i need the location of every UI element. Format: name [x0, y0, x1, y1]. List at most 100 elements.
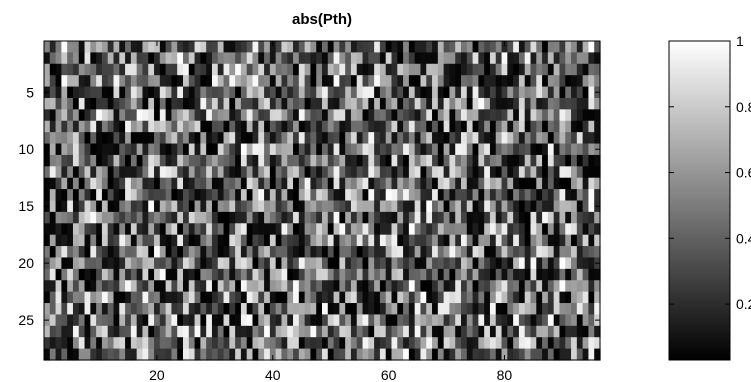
heatmap-cell [264, 223, 271, 236]
heatmap-cell [588, 257, 595, 270]
heatmap-cell [177, 348, 184, 361]
heatmap-cell [107, 268, 115, 281]
heatmap-cell [588, 177, 595, 190]
heatmap-cell [536, 200, 543, 213]
heatmap-cell [188, 120, 196, 133]
heatmap-cell [304, 211, 312, 224]
heatmap-cell [229, 257, 236, 270]
heatmap-cell [420, 143, 427, 156]
heatmap-cell [264, 337, 271, 350]
heatmap-cell [472, 86, 479, 99]
heatmap-cell [240, 120, 248, 133]
heatmap-cell [240, 268, 248, 281]
heatmap-cell [293, 154, 300, 167]
heatmap-cell [327, 291, 335, 304]
heatmap-cell [281, 325, 288, 338]
heatmap-cell [524, 132, 532, 145]
heatmap-cell [90, 109, 97, 122]
heatmap-cell [478, 234, 485, 247]
heatmap-cell [576, 41, 584, 53]
heatmap-cell [547, 109, 555, 122]
heatmap-cell [223, 86, 230, 99]
heatmap-cell [90, 337, 97, 350]
heatmap-cell [298, 154, 306, 167]
heatmap-cell [281, 75, 288, 88]
heatmap-cell [368, 314, 375, 327]
heatmap-cell [96, 154, 103, 167]
heatmap-cell [269, 63, 277, 76]
heatmap-cell [49, 211, 57, 224]
heatmap-cell [333, 166, 340, 179]
heatmap-cell [437, 166, 445, 179]
heatmap-cell [154, 97, 161, 110]
heatmap-cell [408, 97, 416, 110]
heatmap-cell [72, 86, 80, 99]
heatmap-cell [240, 75, 248, 88]
heatmap-cell [67, 291, 74, 304]
heatmap-cell [472, 177, 479, 190]
heatmap-cell [223, 177, 230, 190]
heatmap-cell [200, 234, 207, 247]
heatmap-cell [478, 200, 485, 213]
heatmap-cell [333, 109, 340, 122]
heatmap-cell [345, 189, 352, 202]
heatmap-cell [518, 211, 526, 224]
heatmap-cell [246, 291, 254, 304]
heatmap-cell [194, 246, 201, 259]
heatmap-cell [275, 291, 283, 304]
heatmap-cell [571, 41, 578, 53]
heatmap-cell [437, 337, 445, 350]
heatmap-cell [414, 132, 422, 145]
heatmap-cell [49, 143, 57, 156]
heatmap-cell [594, 189, 601, 202]
heatmap-cell [67, 268, 74, 281]
heatmap-cell [125, 189, 132, 202]
heatmap-cell [275, 132, 283, 145]
heatmap-cell [443, 246, 451, 259]
heatmap-cell [101, 154, 109, 167]
heatmap-cell [403, 154, 410, 167]
heatmap-cell [44, 189, 51, 202]
heatmap-cell [489, 314, 497, 327]
heatmap-cell [304, 109, 312, 122]
heatmap-cell [125, 86, 132, 99]
heatmap-cell [501, 86, 508, 99]
heatmap-cell [269, 177, 277, 190]
heatmap-cell [113, 348, 120, 361]
heatmap-cell [350, 348, 358, 361]
heatmap-cell [513, 246, 520, 259]
heatmap-cell [246, 120, 254, 133]
heatmap-cell [536, 348, 543, 361]
heatmap-cell [553, 177, 561, 190]
heatmap-cell [379, 246, 387, 259]
heatmap-cell [513, 189, 520, 202]
heatmap-cell [432, 280, 439, 293]
heatmap-cell [264, 177, 271, 190]
heatmap-cell [188, 280, 196, 293]
heatmap-cell [374, 86, 381, 99]
heatmap-cell [466, 268, 474, 281]
heatmap-cell [368, 97, 375, 110]
heatmap-cell [125, 268, 132, 281]
heatmap-cell [530, 257, 537, 270]
heatmap-cell [478, 166, 485, 179]
heatmap-cell [455, 337, 462, 350]
heatmap-cell [154, 154, 161, 167]
heatmap-cell [322, 257, 329, 270]
heatmap-cell [142, 75, 149, 88]
heatmap-cell [484, 223, 491, 236]
heatmap-cell [420, 325, 427, 338]
heatmap-cell [258, 268, 265, 281]
heatmap-cell [229, 97, 236, 110]
heatmap-cell [507, 303, 514, 316]
heatmap-cell [217, 189, 225, 202]
heatmap-cell [536, 268, 543, 281]
heatmap-cell [588, 314, 595, 327]
heatmap-cell [246, 200, 254, 213]
heatmap-cell [258, 41, 265, 53]
heatmap-cell [96, 200, 103, 213]
heatmap-cell [571, 337, 578, 350]
heatmap-cell [327, 280, 335, 293]
heatmap-cell [466, 303, 474, 316]
heatmap-cell [322, 211, 329, 224]
